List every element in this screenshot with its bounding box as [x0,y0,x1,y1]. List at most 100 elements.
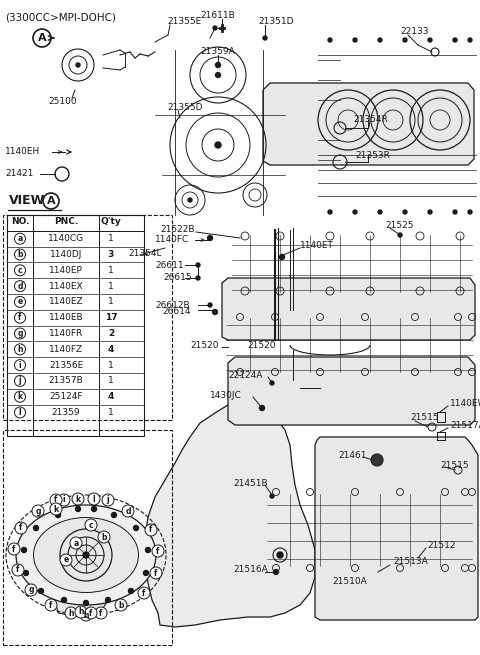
Text: f: f [16,565,20,574]
Text: 21353R: 21353R [355,151,390,160]
Text: e: e [17,297,23,307]
Circle shape [56,512,60,517]
Circle shape [208,303,212,307]
Text: a: a [73,538,79,548]
Text: d: d [17,282,23,291]
Circle shape [115,599,127,611]
Circle shape [76,63,80,67]
Circle shape [14,297,25,307]
Text: 21354L: 21354L [128,248,161,257]
Circle shape [88,493,100,505]
Text: 1: 1 [108,297,114,307]
Text: 1140CG: 1140CG [48,234,84,243]
Text: A: A [47,196,55,206]
Circle shape [146,548,150,552]
Circle shape [15,522,27,534]
Circle shape [263,36,267,40]
Text: 21359A: 21359A [200,48,235,56]
Circle shape [453,38,457,42]
Circle shape [196,276,200,280]
Circle shape [38,588,44,593]
Text: 21515: 21515 [440,460,468,470]
Text: 21516A: 21516A [233,565,268,574]
Circle shape [328,210,332,214]
Circle shape [213,26,217,30]
Circle shape [24,571,28,576]
Circle shape [353,210,357,214]
Text: 21517A: 21517A [450,421,480,430]
Circle shape [72,493,84,505]
Circle shape [75,606,87,618]
Circle shape [70,537,82,549]
Circle shape [112,513,116,517]
Circle shape [60,554,72,566]
Circle shape [14,391,25,402]
Text: 1140FR: 1140FR [49,329,83,338]
Text: 1140ET: 1140ET [300,240,334,250]
Text: 21522B: 21522B [160,225,195,234]
Text: f: f [142,588,146,597]
Circle shape [61,597,67,603]
Circle shape [453,210,457,214]
Text: a: a [17,234,23,243]
Circle shape [102,494,114,506]
Text: e: e [63,555,69,565]
Text: 21356E: 21356E [49,361,83,369]
Text: 1: 1 [108,361,114,369]
Text: 1140EH: 1140EH [5,147,40,157]
Circle shape [196,263,200,267]
Text: VIEW: VIEW [9,195,46,208]
Circle shape [144,571,148,575]
Circle shape [92,506,96,512]
Text: 1140EP: 1140EP [49,266,83,275]
Text: c: c [89,521,93,529]
Text: k: k [75,495,81,504]
Text: 21355E: 21355E [167,18,201,26]
Circle shape [277,552,283,558]
Text: 21359: 21359 [52,408,80,417]
Text: 21421: 21421 [5,170,34,179]
Text: 25124F: 25124F [49,392,83,402]
Circle shape [468,210,472,214]
Circle shape [14,328,25,339]
Text: 1140FZ: 1140FZ [49,345,83,354]
Text: 1140EW: 1140EW [450,398,480,407]
Circle shape [14,375,25,386]
Circle shape [22,548,26,552]
Text: 25100: 25100 [48,98,77,107]
Polygon shape [315,437,478,620]
Circle shape [145,548,151,553]
Text: 1: 1 [108,266,114,275]
Text: 21520: 21520 [247,341,276,350]
Text: h: h [17,345,23,354]
Text: 21351D: 21351D [258,18,293,26]
Polygon shape [222,278,475,340]
Circle shape [270,381,274,385]
Circle shape [138,587,150,599]
Circle shape [75,506,81,512]
Text: A: A [38,33,46,43]
Text: g: g [35,506,41,515]
Circle shape [58,494,70,506]
Circle shape [14,360,25,371]
Text: f: f [12,544,16,553]
Circle shape [129,588,133,593]
Circle shape [403,38,407,42]
Circle shape [371,454,383,466]
Circle shape [92,507,96,511]
Circle shape [14,312,25,323]
Text: 22124A: 22124A [228,371,263,379]
Text: 26615: 26615 [163,274,192,282]
Circle shape [133,525,139,531]
Circle shape [207,236,213,240]
Bar [3,215,172,420]
Text: 22133: 22133 [400,28,429,37]
Circle shape [106,597,110,603]
Polygon shape [263,83,474,165]
Text: 21355D: 21355D [167,103,203,113]
Circle shape [403,210,407,214]
Circle shape [270,494,274,498]
Bar [7,215,144,436]
Circle shape [378,38,382,42]
Circle shape [32,505,44,517]
